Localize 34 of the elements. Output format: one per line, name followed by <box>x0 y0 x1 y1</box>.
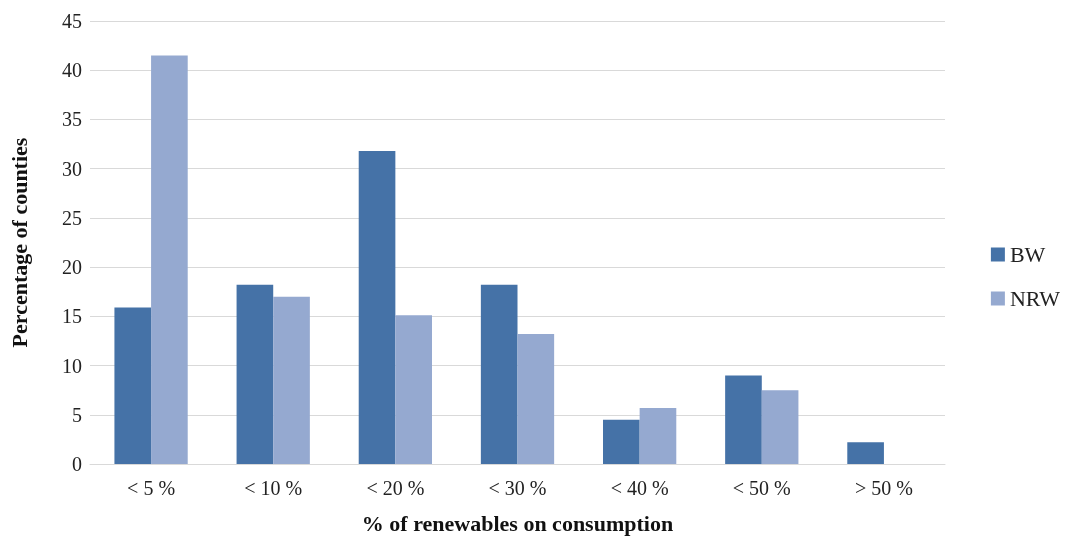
bar <box>151 55 188 464</box>
y-tick-label: 5 <box>72 403 82 426</box>
bar <box>517 334 555 464</box>
bar <box>114 307 152 464</box>
bar <box>273 296 310 464</box>
bar <box>358 150 396 464</box>
x-tick-label: > 50 % <box>854 477 913 499</box>
x-axis-title: % of renewables on consumption <box>361 510 674 536</box>
legend-label: BW <box>1009 242 1046 267</box>
y-tick-label: 45 <box>62 10 82 32</box>
y-tick-label: 0 <box>72 453 82 475</box>
x-tick-label: < 10 % <box>244 477 303 499</box>
x-tick-label: < 5 % <box>127 477 176 499</box>
bar <box>395 315 432 464</box>
x-tick-label: < 40 % <box>610 477 669 499</box>
y-tick-label: 35 <box>62 108 82 131</box>
x-tick-label: < 20 % <box>366 477 425 499</box>
bar <box>847 442 884 464</box>
bar <box>761 390 799 464</box>
x-tick-label: < 50 % <box>732 477 791 499</box>
y-tick-label: 15 <box>62 305 82 328</box>
y-tick-label: 40 <box>62 59 82 82</box>
legend-label: NRW <box>1009 286 1061 311</box>
bar <box>725 375 762 464</box>
x-tick-label: < 30 % <box>488 477 547 499</box>
bar <box>236 284 274 464</box>
y-tick-label: 20 <box>62 256 82 279</box>
y-tick-label: 10 <box>62 354 82 377</box>
bar <box>603 419 640 464</box>
y-tick-label: 30 <box>62 157 82 180</box>
y-tick-label: 25 <box>62 206 82 229</box>
bar <box>639 407 677 464</box>
y-axis-title: Percentage of counties <box>6 137 32 348</box>
bar <box>480 284 518 464</box>
